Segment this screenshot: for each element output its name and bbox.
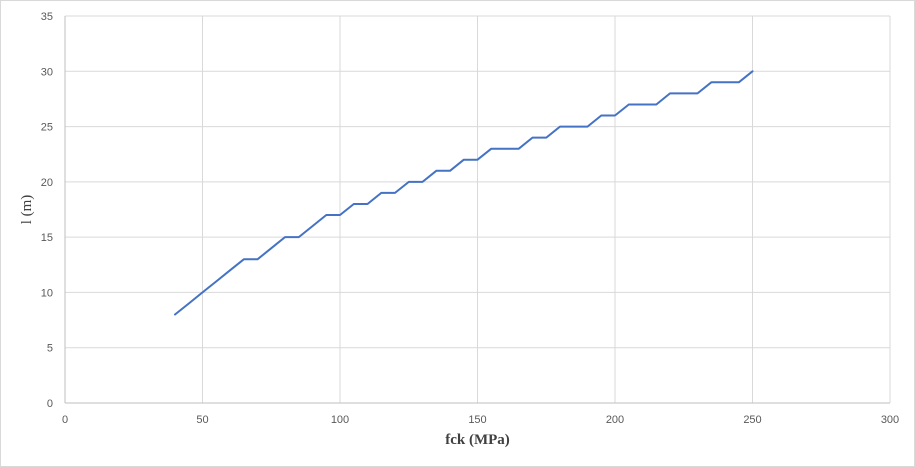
x-tick-label: 100 (331, 414, 349, 426)
series-layer (174, 70, 754, 316)
x-tick-label: 150 (468, 414, 486, 426)
x-tick-label: 50 (196, 414, 208, 426)
y-tick-label: 35 (41, 11, 53, 23)
y-tick-label: 5 (47, 343, 53, 355)
x-tick-label: 250 (743, 414, 761, 426)
y-tick-label: 30 (41, 66, 53, 78)
x-tick-label: 200 (606, 414, 624, 426)
y-axis-title: l (m) (19, 195, 35, 225)
axes (64, 16, 890, 404)
series-line (174, 70, 754, 316)
y-tick-label: 25 (41, 122, 53, 134)
tick-labels: 0 5 10 15 20 25 30 35 0 50 100 150 200 250 300 (41, 11, 899, 426)
y-tick-label: 20 (41, 177, 53, 189)
x-axis-title: fck (MPa) (445, 432, 510, 448)
x-tick-label: 0 (62, 414, 68, 426)
y-tick-label: 0 (47, 398, 53, 410)
y-tick-label: 15 (41, 232, 53, 244)
x-tick-label: 300 (881, 414, 899, 426)
y-tick-label: 10 (41, 287, 53, 299)
gridlines (65, 15, 891, 403)
